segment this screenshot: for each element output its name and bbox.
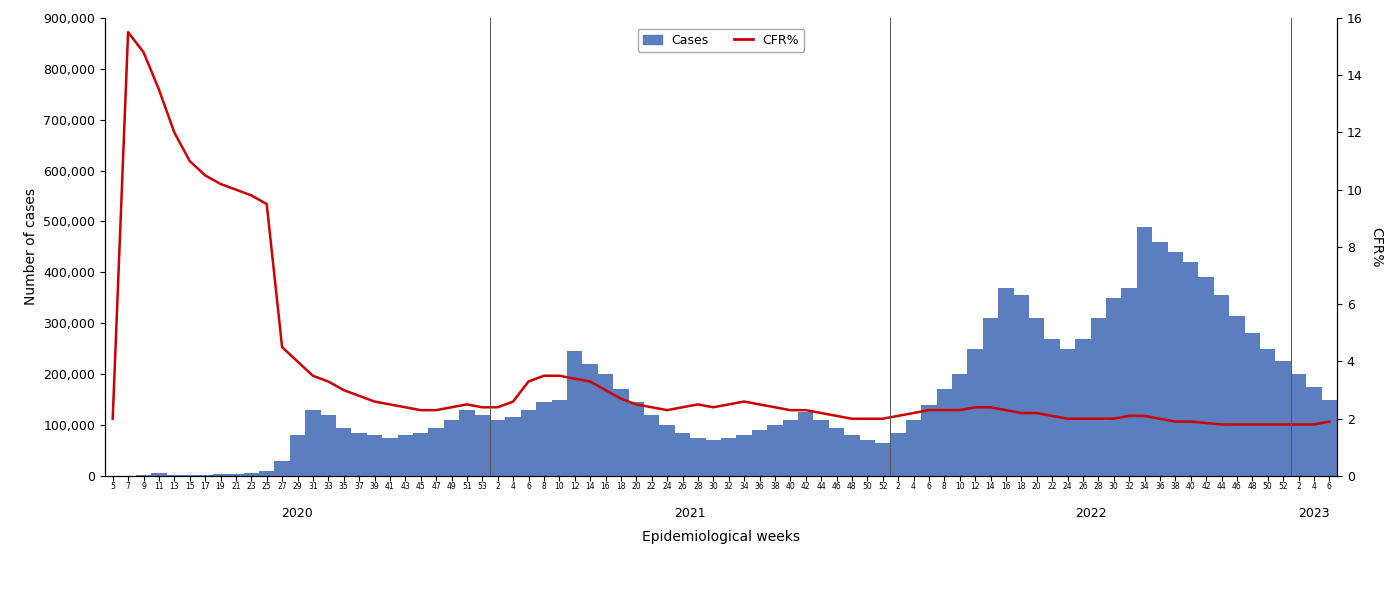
Bar: [690, 438, 706, 476]
Bar: [598, 374, 613, 476]
Bar: [1137, 227, 1152, 476]
Bar: [336, 428, 351, 476]
Bar: [1014, 295, 1029, 476]
Bar: [706, 440, 721, 476]
Bar: [1260, 349, 1275, 476]
Bar: [1121, 287, 1137, 476]
Bar: [351, 433, 367, 476]
Legend: Cases, CFR%: Cases, CFR%: [638, 29, 804, 52]
Bar: [1168, 252, 1183, 476]
Bar: [182, 475, 197, 476]
Bar: [983, 318, 998, 476]
Bar: [521, 410, 536, 476]
Bar: [382, 438, 398, 476]
X-axis label: Epidemiological weeks: Epidemiological weeks: [643, 530, 799, 544]
Bar: [1306, 387, 1322, 476]
Bar: [1291, 374, 1306, 476]
Bar: [1245, 333, 1260, 476]
Bar: [274, 461, 290, 476]
Bar: [844, 436, 860, 476]
Bar: [675, 433, 690, 476]
Bar: [1106, 298, 1121, 476]
Bar: [813, 420, 829, 476]
Bar: [767, 425, 783, 476]
Bar: [167, 475, 182, 476]
Bar: [1275, 362, 1291, 476]
Bar: [321, 415, 336, 476]
Bar: [659, 425, 675, 476]
Bar: [613, 390, 629, 476]
Bar: [244, 473, 259, 476]
Bar: [860, 440, 875, 476]
Bar: [1044, 339, 1060, 476]
Bar: [752, 430, 767, 476]
Bar: [921, 405, 937, 476]
Bar: [798, 412, 813, 476]
Bar: [505, 418, 521, 476]
Bar: [475, 415, 490, 476]
Bar: [197, 475, 213, 476]
Bar: [413, 433, 428, 476]
Bar: [259, 471, 274, 476]
Bar: [444, 420, 459, 476]
Bar: [890, 433, 906, 476]
Bar: [1183, 262, 1198, 476]
Bar: [305, 410, 321, 476]
Text: 2022: 2022: [1075, 506, 1106, 519]
Bar: [290, 436, 305, 476]
Bar: [1322, 400, 1337, 476]
Bar: [1214, 295, 1229, 476]
Text: 2021: 2021: [675, 506, 706, 519]
Bar: [875, 443, 890, 476]
Bar: [490, 420, 505, 476]
Bar: [228, 474, 244, 476]
Bar: [736, 436, 752, 476]
Text: 2020: 2020: [281, 506, 314, 519]
Bar: [1229, 315, 1245, 476]
Bar: [721, 438, 736, 476]
Bar: [644, 415, 659, 476]
Bar: [1060, 349, 1075, 476]
Bar: [1091, 318, 1106, 476]
Bar: [1152, 242, 1168, 476]
Bar: [582, 364, 598, 476]
Bar: [459, 410, 475, 476]
Bar: [967, 349, 983, 476]
Bar: [398, 436, 413, 476]
Bar: [428, 428, 444, 476]
Bar: [629, 402, 644, 476]
Bar: [367, 436, 382, 476]
Bar: [1029, 318, 1044, 476]
Bar: [937, 390, 952, 476]
Bar: [567, 351, 582, 476]
Y-axis label: CFR%: CFR%: [1369, 227, 1383, 267]
Bar: [829, 428, 844, 476]
Text: 2023: 2023: [1298, 506, 1330, 519]
Bar: [213, 474, 228, 476]
Bar: [998, 287, 1014, 476]
Bar: [1198, 277, 1214, 476]
Bar: [1075, 339, 1091, 476]
Bar: [536, 402, 552, 476]
Bar: [952, 374, 967, 476]
Bar: [906, 420, 921, 476]
Bar: [151, 474, 167, 476]
Bar: [552, 400, 567, 476]
Bar: [783, 420, 798, 476]
Y-axis label: Number of cases: Number of cases: [24, 189, 38, 305]
